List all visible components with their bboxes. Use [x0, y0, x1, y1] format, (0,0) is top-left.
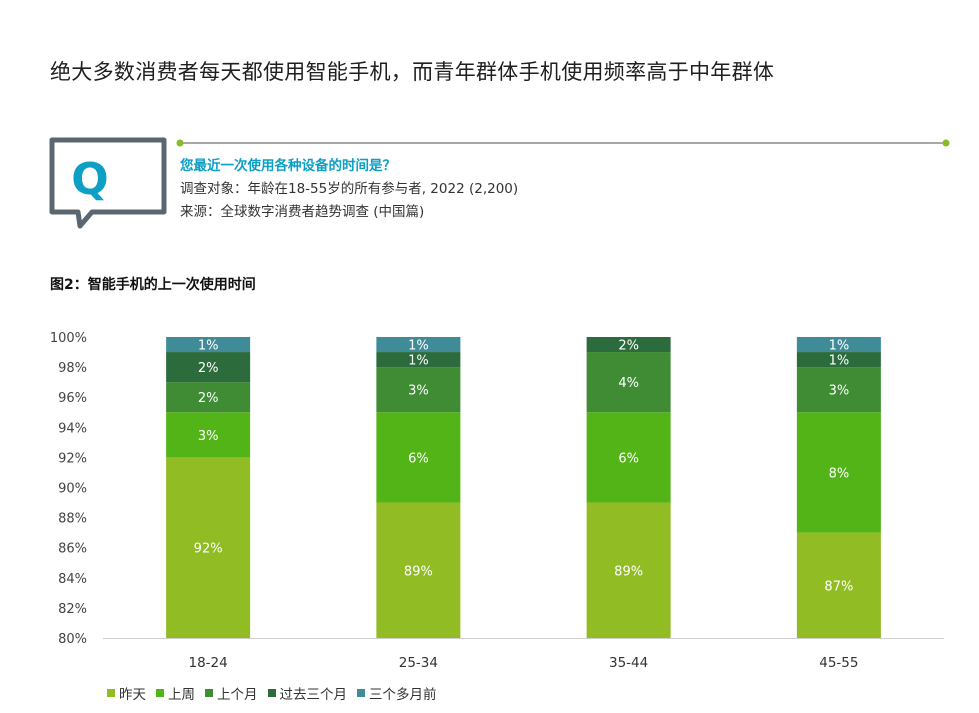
page-title: 绝大多数消费者每天都使用智能手机，而青年群体手机使用频率高于中年群体 — [50, 60, 775, 84]
x-tick-label: 45-55 — [819, 655, 858, 671]
data-label: 89% — [404, 564, 433, 579]
bar-segment — [796, 337, 881, 353]
y-tick-label: 84% — [58, 572, 87, 587]
legend-swatch — [205, 689, 213, 697]
data-label: 8% — [829, 466, 850, 481]
bar-segment — [166, 382, 251, 413]
y-tick-label: 90% — [58, 482, 87, 497]
bar-segment — [376, 367, 461, 413]
data-label: 3% — [408, 384, 429, 399]
data-label: 89% — [614, 564, 643, 579]
legend-swatch — [357, 689, 365, 697]
survey-question: 您最近一次使用各种设备的时间是？ — [180, 158, 396, 174]
bar-segment — [586, 412, 671, 503]
chart-legend: 昨天 上周 上个月 过去三个月 三个多月前 — [107, 683, 437, 703]
data-label: 6% — [408, 451, 429, 466]
y-tick-label: 88% — [58, 512, 87, 527]
bar-segment — [796, 367, 881, 413]
bar-segment — [586, 337, 671, 353]
data-label: 1% — [829, 339, 850, 354]
bar-segment — [376, 337, 461, 353]
x-tick-label: 25-34 — [399, 655, 438, 671]
bar-segment — [796, 532, 881, 638]
legend-swatch — [156, 689, 164, 697]
y-tick-label: 80% — [58, 632, 87, 647]
legend-label: 上个月 — [217, 687, 258, 703]
question-bubble-icon: Q — [49, 137, 167, 229]
question-icon-letter: Q — [71, 154, 108, 205]
legend-swatch — [267, 689, 276, 697]
bar-segment — [166, 412, 251, 458]
y-tick-label: 82% — [58, 602, 87, 617]
x-tick-label: 18-24 — [189, 655, 228, 671]
y-tick-label: 86% — [58, 542, 87, 557]
data-label: 1% — [408, 354, 429, 369]
bar-segment — [586, 352, 671, 413]
bar-segment — [166, 457, 251, 638]
bar-segment — [376, 352, 461, 368]
bar-segment — [166, 352, 251, 383]
legend-label: 三个多月前 — [369, 687, 437, 703]
legend-item: 三个多月前 — [357, 683, 437, 703]
data-label: 2% — [198, 361, 219, 376]
data-label: 2% — [618, 339, 639, 354]
data-label: 2% — [198, 391, 219, 406]
data-label: 3% — [198, 429, 219, 444]
y-tick-label: 92% — [58, 451, 87, 466]
legend-swatch — [107, 689, 115, 697]
bar-segment — [376, 502, 461, 638]
data-label: 1% — [198, 339, 219, 354]
data-label: 6% — [618, 451, 639, 466]
legend-label: 昨天 — [119, 687, 146, 703]
legend-item: 过去三个月 — [267, 683, 348, 703]
header-divider — [176, 139, 950, 147]
survey-source: 来源：全球数字消费者趋势调查 (中国篇) — [180, 204, 425, 220]
y-tick-label: 100% — [50, 331, 87, 346]
legend-item: 上周 — [156, 683, 195, 703]
data-label: 87% — [824, 579, 853, 594]
legend-label: 上周 — [168, 687, 195, 703]
x-tick-label: 35-44 — [609, 655, 648, 671]
data-label: 1% — [829, 354, 850, 369]
y-tick-label: 98% — [58, 361, 87, 376]
data-label: 1% — [408, 339, 429, 354]
survey-audience: 调查对象：年龄在18-55岁的所有参与者, 2022 (2,200) — [180, 181, 519, 197]
data-label: 3% — [829, 384, 850, 399]
y-tick-label: 94% — [58, 421, 87, 436]
legend-item: 上个月 — [205, 683, 258, 703]
bar-segment — [376, 412, 461, 503]
legend-label: 过去三个月 — [279, 687, 348, 703]
bar-segment — [796, 412, 881, 533]
y-tick-label: 96% — [58, 391, 87, 406]
legend-item: 昨天 — [107, 683, 146, 703]
bar-segment — [166, 337, 251, 353]
bar-segment — [796, 352, 881, 368]
data-label: 92% — [194, 542, 223, 557]
figure-title: 图2：智能手机的上一次使用时间 — [50, 277, 256, 293]
data-label: 4% — [618, 376, 639, 391]
bar-segment — [586, 502, 671, 638]
